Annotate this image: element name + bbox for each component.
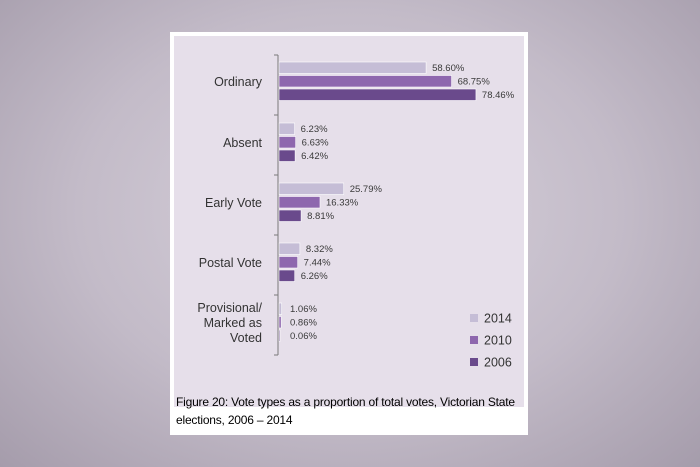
legend-label-2010: 2010: [484, 334, 512, 348]
data-label-2010-4: 0.86%: [290, 318, 317, 329]
category-label-4-0: Provisional/: [197, 301, 262, 315]
data-label-2006-3: 6.26%: [301, 271, 328, 282]
bar-2010-2: [278, 196, 321, 209]
bar-2006-1: [278, 149, 296, 162]
data-label-2014-3: 8.32%: [306, 244, 333, 255]
data-label-2010-1: 6.63%: [302, 138, 329, 149]
category-label-4-2: Voted: [230, 331, 262, 345]
data-label-2006-0: 78.46%: [482, 90, 515, 101]
bar-2014-0: [278, 61, 427, 74]
data-label-2006-1: 6.42%: [301, 151, 328, 162]
legend-label-2006: 2006: [484, 356, 512, 370]
data-label-2014-0: 58.60%: [432, 63, 465, 74]
bar-2006-2: [278, 209, 302, 222]
figure-card: Ordinary Absent Early Vote Postal Vote Provi…: [170, 32, 528, 435]
category-label-0-0: Ordinary: [214, 75, 263, 89]
legend-swatch-2006: [470, 358, 478, 366]
bar-2014-2: [278, 182, 345, 195]
data-label-2014-1: 6.23%: [301, 124, 328, 135]
data-label-2014-2: 25.79%: [350, 184, 383, 195]
data-label-2006-2: 8.81%: [307, 211, 334, 222]
category-label-1-0: Absent: [223, 136, 262, 150]
chart-area: Ordinary Absent Early Vote Postal Vote Provi…: [174, 36, 524, 407]
bar-2006-4: [278, 329, 281, 342]
legend-swatch-2014: [470, 314, 478, 322]
figure-caption: Figure 20: Vote types as a proportion of…: [176, 395, 515, 427]
category-label-3-0: Postal Vote: [199, 256, 262, 270]
category-label-4-1: Marked as: [204, 316, 262, 330]
bar-2014-3: [278, 242, 301, 255]
legend-swatch-2010: [470, 336, 478, 344]
bar-2014-1: [278, 122, 295, 135]
bar-2010-3: [278, 256, 298, 269]
bar-2014-4: [278, 302, 282, 315]
data-label-2014-4: 1.06%: [290, 304, 317, 315]
data-label-2010-3: 7.44%: [304, 258, 331, 269]
vote-types-bar-chart: Ordinary Absent Early Vote Postal Vote Provi…: [197, 54, 515, 370]
bar-2010-4: [278, 316, 282, 329]
legend-label-2014: 2014: [484, 312, 512, 326]
bar-2006-3: [278, 269, 296, 282]
bar-2010-0: [278, 75, 452, 88]
bar-2006-0: [278, 88, 477, 101]
data-label-2010-2: 16.33%: [326, 198, 359, 209]
data-label-2006-4: 0.06%: [290, 331, 317, 342]
bar-2010-1: [278, 136, 296, 149]
category-label-2-0: Early Vote: [205, 196, 262, 210]
data-label-2010-0: 68.75%: [458, 77, 491, 88]
